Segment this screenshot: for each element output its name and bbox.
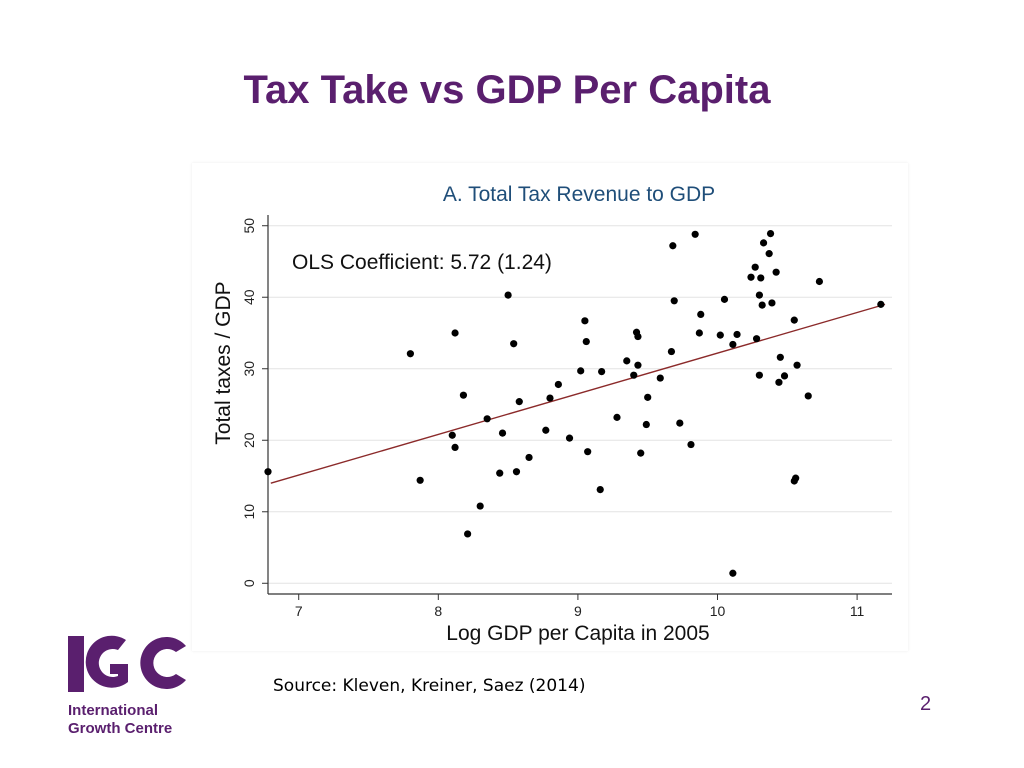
data-point [759,239,768,247]
data-point [768,299,776,307]
axes: 0 10 20 30 40 50 7 8 9 10 11 [241,215,892,619]
data-point [512,468,521,476]
data-point [565,434,574,442]
logo-line-growth-centre: Growth Centre [68,720,173,737]
x-tick-label-7: 7 [295,603,303,619]
data-point [510,340,518,348]
data-point [476,502,484,510]
data-point [451,443,459,452]
data-point [729,569,737,577]
ols-annotation: OLS Coefficient: 5.72 (1.24) [292,251,552,274]
data-point [757,274,765,282]
data-point [815,277,824,286]
igc-logo-mark [68,635,186,692]
data-points [264,229,885,577]
data-point [584,448,592,456]
x-axis-label: Log GDP per Capita in 2005 [446,622,709,645]
data-point [451,329,459,337]
data-point [793,361,801,369]
ols-fit-line [270,303,886,484]
y-tick-label-40: 40 [241,289,257,305]
y-tick-label-30: 30 [241,361,257,377]
data-point [630,371,638,379]
data-point [765,250,773,258]
data-point [687,440,695,449]
data-point [464,530,472,538]
y-axis-label: Total taxes / GDP [212,281,235,444]
data-point [644,393,652,401]
data-point [752,335,761,343]
data-point [751,263,759,271]
data-point [697,310,705,318]
data-point [720,295,729,303]
data-point [667,347,676,356]
data-point [877,300,885,308]
data-point [598,368,606,376]
data-point [656,374,664,382]
data-point [729,340,737,349]
data-point [525,453,533,462]
data-point [264,468,272,476]
data-point [581,317,589,325]
data-point [716,331,724,339]
data-point [448,431,456,439]
data-point [772,268,780,276]
data-point [792,474,800,482]
data-point [634,361,642,369]
chart-figure: 0 10 20 30 40 50 7 8 9 10 11 A. Total Tax Revenue … [192,163,908,651]
data-point [776,353,784,361]
data-point [670,297,678,305]
slide-title: Tax Take vs GDP Per Capita [243,68,771,112]
data-point [498,429,507,437]
data-point [790,316,798,324]
data-point [515,398,523,406]
data-point [613,413,621,421]
source-citation: Source: Kleven, Kreiner, Saez (2014) [273,676,586,696]
chart-title: A. Total Tax Revenue to GDP [443,183,715,206]
x-tick-label-10: 10 [710,603,726,619]
logo-line-international: International [68,702,159,719]
fit-line-layer [270,303,886,484]
data-point [780,372,789,380]
data-point [669,242,677,250]
data-point [542,426,550,434]
data-point [596,485,604,494]
data-point [733,330,741,339]
data-point [406,350,414,358]
data-point [634,332,642,341]
data-point [691,230,699,238]
data-point [695,329,703,337]
data-point [554,380,562,389]
x-tick-label-11: 11 [850,603,865,619]
igc-logo: International Growth Centre [66,632,196,742]
data-point [755,291,763,299]
data-point [642,420,650,429]
x-tick-label-9: 9 [574,603,582,619]
data-point [758,301,766,309]
y-tick-label-0: 0 [241,579,257,587]
data-point [766,229,775,238]
y-tick-label-50: 50 [241,218,257,234]
y-tick-label-20: 20 [241,432,257,448]
data-point [804,392,812,400]
data-point [623,357,631,365]
scatter-chart: 0 10 20 30 40 50 7 8 9 10 11 A. Total Tax Revenue … [212,183,892,645]
data-point [416,476,424,484]
data-point [504,291,512,299]
data-point [637,449,645,457]
data-point [775,378,783,386]
grid-lines [268,225,892,584]
page-number: 2 [920,693,932,715]
data-point [577,367,585,375]
data-point [747,273,755,281]
data-point [546,394,554,402]
y-tick-label-10: 10 [241,504,257,520]
data-point [676,419,684,427]
x-tick-label-8: 8 [434,603,442,619]
data-point [582,337,590,346]
data-point [459,391,468,399]
data-point [755,371,763,379]
data-point [483,415,491,423]
data-point [496,469,504,477]
